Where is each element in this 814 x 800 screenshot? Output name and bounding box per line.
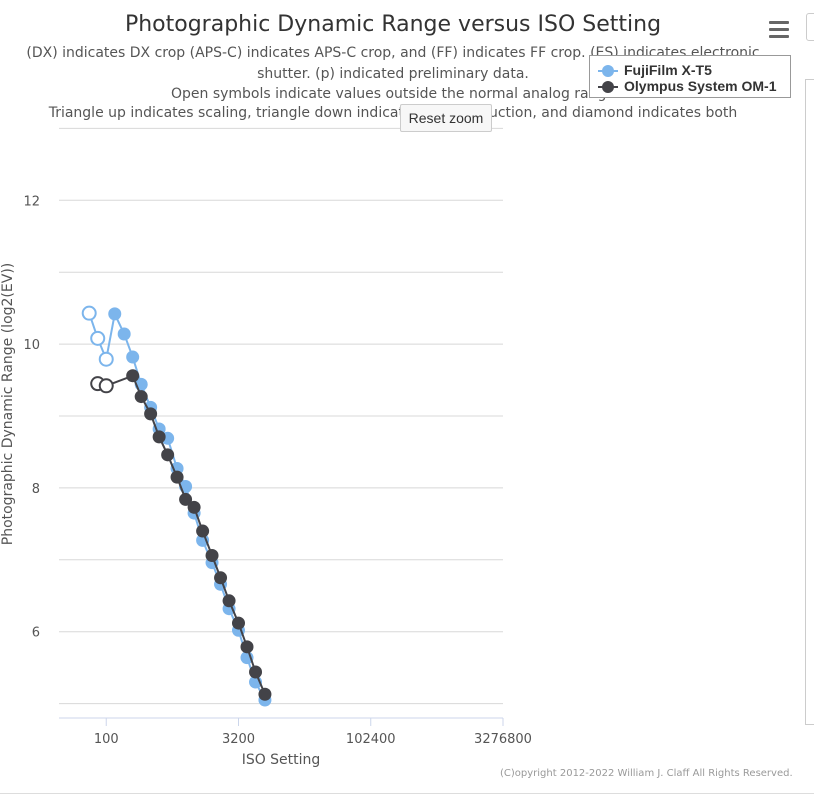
y-axis-title: Photographic Dynamic Range (log2(EV)) (0, 263, 16, 546)
data-point (187, 500, 201, 514)
series (81, 305, 272, 707)
data-point (231, 616, 245, 630)
y-tick-label: 6 (32, 626, 40, 641)
legend-marker-olympus-icon (598, 81, 618, 93)
legend-label: FujiFilm X-T5 (624, 62, 712, 78)
data-point (205, 548, 219, 562)
data-point (126, 350, 140, 364)
series-line (97, 374, 266, 695)
data-point (108, 307, 122, 321)
side-panel (805, 79, 814, 725)
axes: 6 8 10 12 100 3200 102400 3276800 ISO Setting Pho… (0, 194, 532, 768)
hamburger-menu-icon[interactable] (766, 18, 792, 40)
data-point (214, 571, 228, 585)
bottom-divider (0, 793, 814, 794)
x-tick-label: 3200 (222, 732, 255, 747)
side-selector-input[interactable] (806, 13, 814, 41)
data-point (134, 390, 148, 404)
data-point (240, 640, 254, 654)
x-axis-title: ISO Setting (242, 752, 321, 768)
data-point (98, 378, 114, 394)
grid-lines (59, 127, 503, 705)
data-point (170, 470, 184, 484)
data-point (196, 524, 210, 538)
data-point (90, 330, 106, 346)
data-point (249, 665, 263, 679)
data-point (81, 305, 97, 321)
chart-subtitle-line-3: Open symbols indicate values outside the… (170, 86, 616, 102)
chart-subtitle-line-4: Triangle up indicates scaling, triangle … (48, 105, 738, 121)
reset-zoom-button[interactable]: Reset zoom (400, 104, 492, 132)
y-tick-label: 12 (23, 194, 40, 209)
y-tick-label: 8 (32, 482, 40, 497)
x-tick-label: 102400 (346, 732, 396, 747)
legend-marker-fujifilm-icon (598, 65, 618, 77)
x-tick-label: 3276800 (474, 732, 532, 747)
data-point (161, 448, 175, 462)
data-point (258, 687, 272, 701)
chart-title: Photographic Dynamic Range versus ISO Se… (124, 12, 662, 37)
series-1 (90, 369, 272, 701)
chart-legend: FujiFilm X-T5 Olympus System OM-1 (589, 55, 791, 98)
legend-label: Olympus System OM-1 (624, 78, 777, 94)
data-point (98, 351, 114, 367)
y-tick-label: 10 (23, 338, 40, 353)
data-point (144, 407, 158, 421)
data-point (152, 430, 166, 444)
data-point (179, 492, 193, 506)
data-point (117, 327, 131, 341)
data-point (126, 369, 140, 383)
chart-subtitle-line-1: (DX) indicates DX crop (APS-C) indicates… (26, 45, 760, 61)
chart-subtitle-line-2: shutter. (p) indicated preliminary data. (257, 66, 529, 82)
x-tick-label: 100 (94, 732, 119, 747)
credits-text: (C)opyright 2012-2022 William J. Claff A… (500, 768, 793, 779)
series-line (88, 310, 266, 701)
data-point (222, 594, 236, 608)
